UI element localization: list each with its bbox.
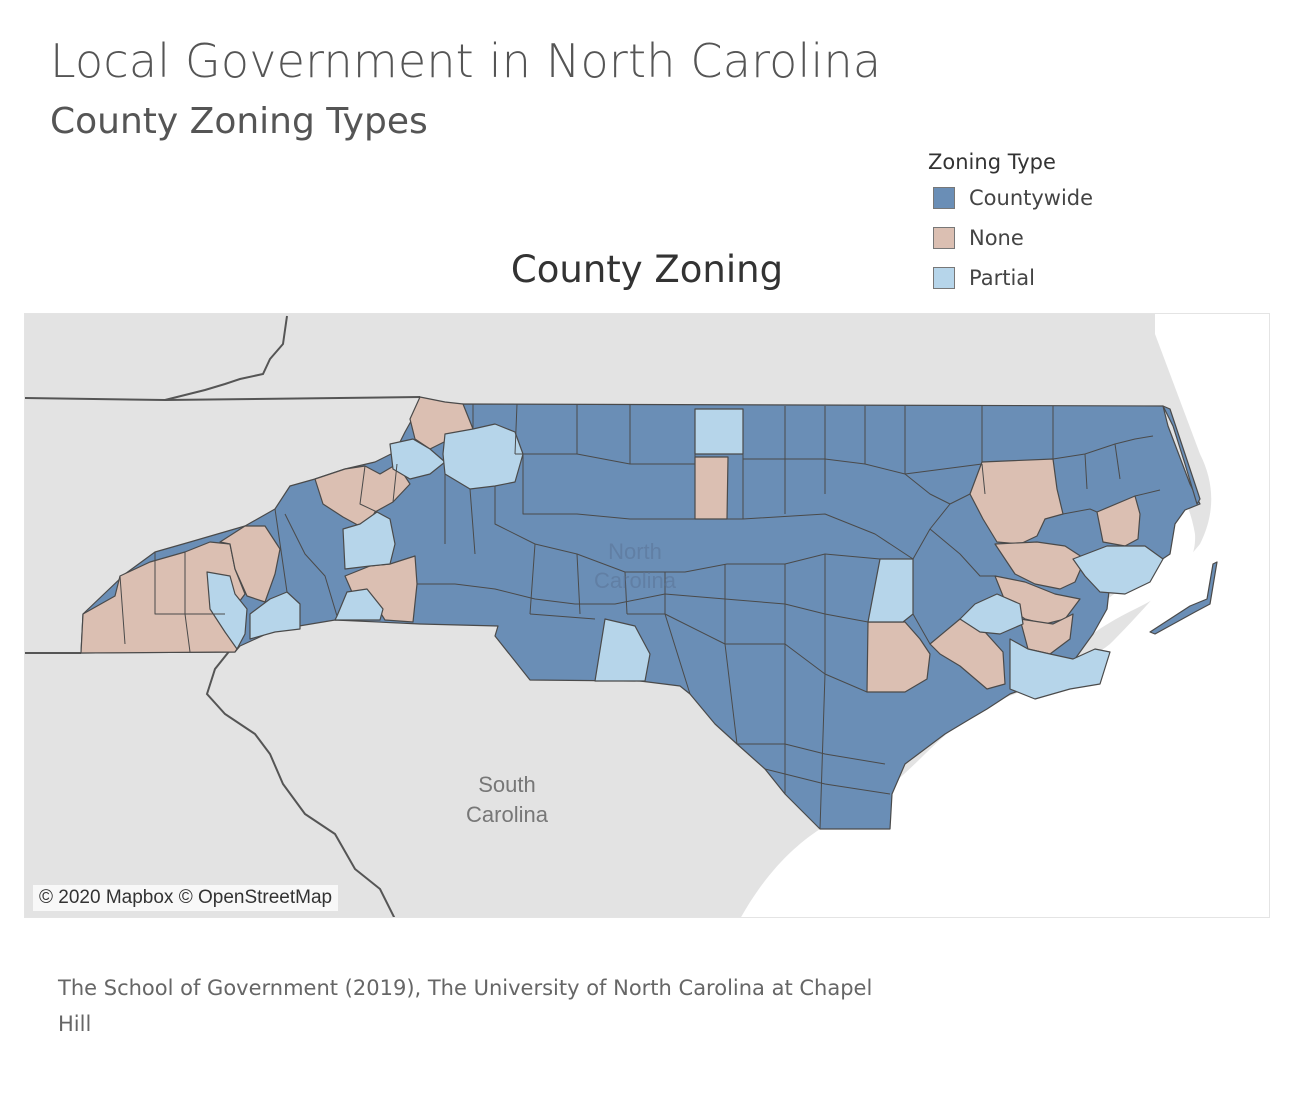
nc-label-line2: Carolina: [594, 568, 677, 593]
legend-item-countywide[interactable]: Countywide: [928, 178, 1168, 218]
county-region-partial-polk[interactable]: [334, 588, 384, 621]
legend-item-partial[interactable]: Partial: [928, 258, 1168, 298]
county-region-partial-pamlico[interactable]: [1072, 545, 1164, 595]
legend: Zoning Type Countywide None Partial: [928, 148, 1168, 298]
ocean: [741, 314, 1269, 917]
outer-banks[interactable]: [1162, 405, 1201, 505]
sc-label-line2: Carolina: [466, 802, 549, 827]
legend-swatch-countywide: [933, 187, 955, 209]
legend-swatch-none: [933, 227, 955, 249]
county-region-partial-wilkes[interactable]: [442, 423, 524, 490]
page-subtitle: County Zoning Types: [50, 101, 428, 142]
county-region-none-jackson[interactable]: [219, 525, 281, 603]
map-title: County Zoning: [510, 248, 784, 291]
state-borders: [25, 315, 421, 917]
county-region-partial-person[interactable]: [694, 408, 744, 455]
county-lines: [119, 403, 1161, 830]
sc-label-line1: South: [478, 772, 536, 797]
county-region-partial-buncombe[interactable]: [342, 511, 396, 570]
county-region-partial-wayne-lenoir[interactable]: [959, 593, 1024, 635]
county-region-partial-cherokee-graham[interactable]: [206, 571, 248, 650]
legend-label-partial: Partial: [969, 266, 1035, 290]
source-note: The School of Government (2019), The Uni…: [58, 976, 873, 1036]
county-region-none-beaufort[interactable]: [994, 541, 1086, 590]
legend-label-none: None: [969, 226, 1024, 250]
county-region-partial-harnett[interactable]: [867, 558, 914, 623]
map-canvas[interactable]: North Carolina South Carolina © 2020 Map…: [24, 313, 1270, 918]
county-region-none-caswell[interactable]: [694, 456, 729, 520]
legend-label-countywide: Countywide: [969, 186, 1094, 210]
nc-counties: [80, 396, 1218, 830]
legend-title: Zoning Type: [928, 150, 1056, 174]
page-title: Local Government in North Carolina: [50, 34, 882, 88]
legend-item-none[interactable]: None: [928, 218, 1168, 258]
nc-label-line1: North: [608, 539, 662, 564]
map-svg: North Carolina South Carolina: [25, 314, 1269, 917]
county-region-partial-henderson[interactable]: [249, 591, 301, 640]
outer-banks-south[interactable]: [1149, 561, 1218, 635]
ga-sc-border: [205, 643, 396, 917]
legend-swatch-partial: [933, 267, 955, 289]
ky-va-border: [164, 315, 288, 401]
map-attribution[interactable]: © 2020 Mapbox © OpenStreetMap: [33, 885, 339, 911]
county-region-none-sampson[interactable]: [866, 621, 931, 693]
county-region-none-yancey-mitchell[interactable]: [314, 463, 411, 530]
county-region-partial-carteret[interactable]: [1009, 638, 1111, 700]
county-region-none-northeast[interactable]: [969, 458, 1064, 545]
county-region-partial-anson[interactable]: [594, 618, 651, 682]
